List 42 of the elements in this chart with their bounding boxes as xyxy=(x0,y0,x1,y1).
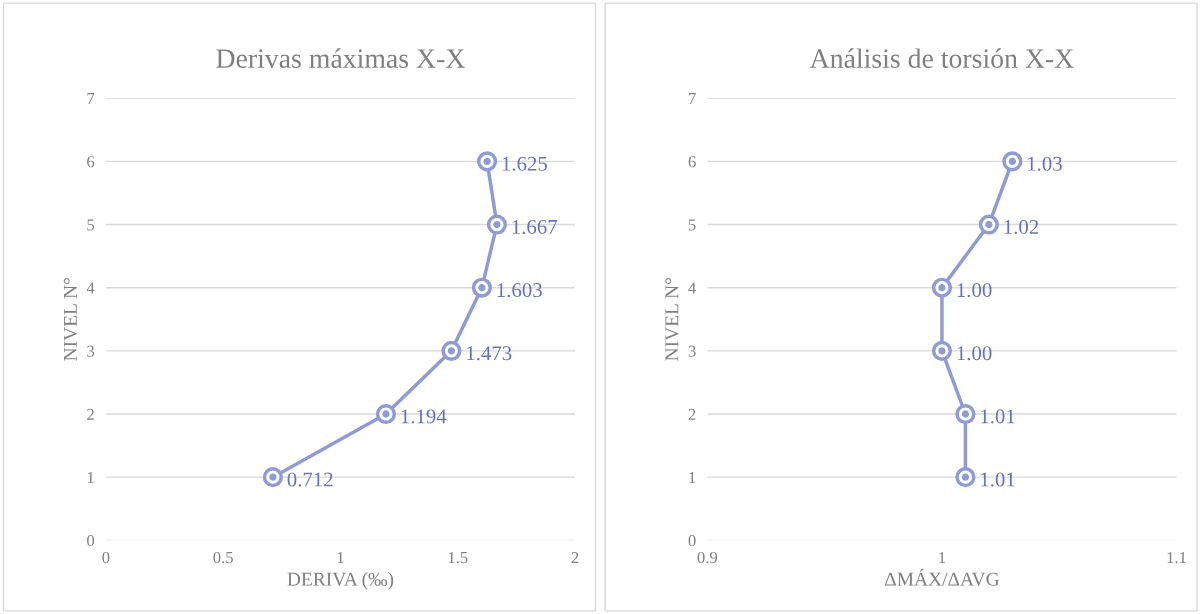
data-label: 1.194 xyxy=(401,409,447,424)
x-tick-label: 1.5 xyxy=(448,551,468,564)
y-axis-title: NIVEL N° xyxy=(665,278,679,361)
y-tick-label: 0 xyxy=(688,535,696,547)
y-tick-label: 6 xyxy=(688,156,696,168)
x-tick-label: 1 xyxy=(337,551,344,563)
y-tick-label: 2 xyxy=(87,408,94,420)
y-axis-title: NIVEL N° xyxy=(63,278,78,361)
y-tick-label: 0 xyxy=(87,535,95,547)
data-label: 1.625 xyxy=(502,156,548,171)
data-label: 1.01 xyxy=(981,409,1015,424)
y-tick-label: 7 xyxy=(689,93,696,105)
y-tick-label: 4 xyxy=(86,282,95,294)
x-tick-label: 0.9 xyxy=(697,551,718,564)
x-axis-title: DERIVA (‰) xyxy=(287,572,394,590)
y-tick-label: 3 xyxy=(688,345,696,357)
y-tick-label: 6 xyxy=(87,156,95,168)
y-tick-label: 2 xyxy=(688,408,696,420)
data-label: 1.603 xyxy=(497,283,542,298)
chart-title: Análisis de torsión X-X xyxy=(809,48,1074,68)
y-tick-label: 4 xyxy=(688,282,696,294)
x-tick-label: 0 xyxy=(102,551,110,564)
x-tick-label: 0.5 xyxy=(213,551,233,564)
data-label: 1.03 xyxy=(1028,156,1062,171)
data-label: 1.473 xyxy=(467,346,512,361)
y-tick-label: 5 xyxy=(688,219,696,231)
data-label: 1.01 xyxy=(981,472,1015,487)
x-tick-label: 2 xyxy=(571,551,579,563)
y-tick-label: 5 xyxy=(87,219,95,231)
data-label: 0.712 xyxy=(287,472,333,487)
x-tick-label: 1.1 xyxy=(1167,551,1186,564)
chart-title: Derivas máximas X-X xyxy=(216,48,465,68)
y-tick-label: 1 xyxy=(87,471,94,483)
x-tick-label: 1 xyxy=(939,551,946,563)
data-label: 1.00 xyxy=(957,283,992,298)
data-label: 1.02 xyxy=(1004,219,1039,235)
x-axis-title: ΔMÁX/ΔAVG xyxy=(884,568,1000,586)
y-tick-label: 3 xyxy=(87,345,95,357)
y-tick-label: 7 xyxy=(87,93,95,105)
data-label: 1.667 xyxy=(512,219,558,235)
data-label: 1.00 xyxy=(957,346,992,361)
y-tick-label: 1 xyxy=(689,471,696,483)
